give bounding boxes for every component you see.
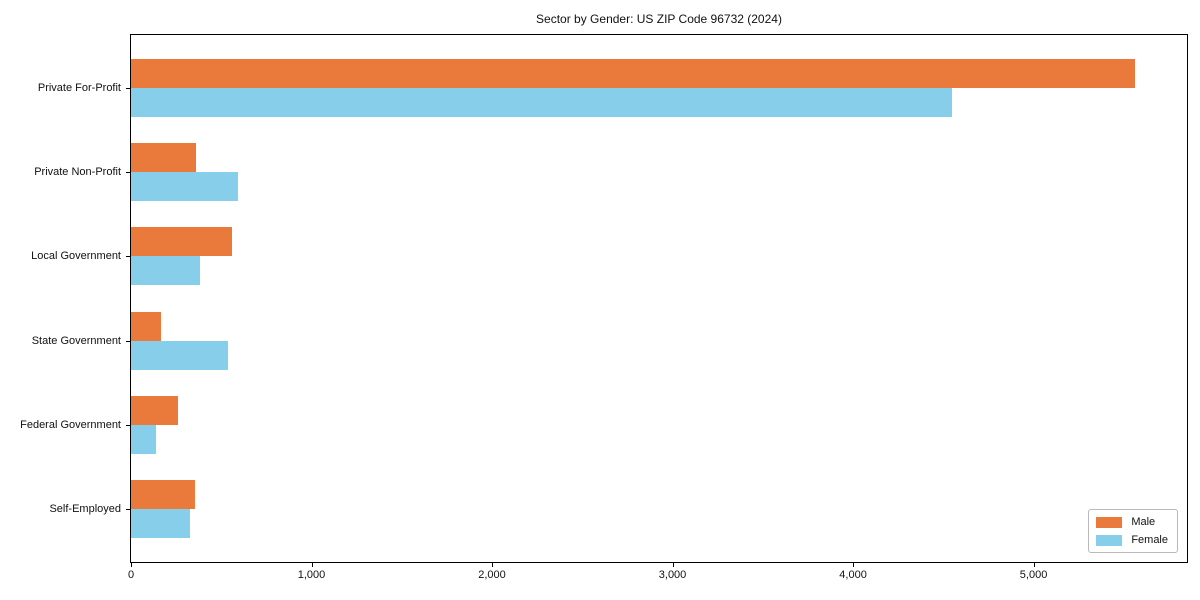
bar-female-state-government [131, 340, 229, 370]
x-tick-mark [853, 563, 855, 567]
x-tick-mark [1033, 563, 1035, 567]
x-tick-label-5000: 5,000 [1019, 569, 1048, 581]
legend-label-female: Female [1131, 534, 1168, 546]
bar-female-federal-government [131, 424, 157, 454]
bar-female-private-non-profit [131, 172, 238, 202]
y-tick-mark [126, 424, 131, 426]
legend-swatch-male [1096, 516, 1123, 528]
bar-male-private-for-profit [131, 59, 1135, 88]
y-axis-label-private-non-profit: Private Non-Profit [34, 166, 121, 179]
y-tick-mark [126, 172, 131, 174]
y-tick-mark [126, 509, 131, 510]
bar-female-private-for-profit [131, 88, 953, 117]
x-tick-mark [672, 563, 674, 567]
x-tick-label-3000: 3,000 [658, 569, 687, 581]
y-tick-mark [126, 340, 131, 342]
y-axis-label-federal-government: Federal Government [20, 418, 121, 431]
bar-male-local-government [131, 227, 233, 257]
legend-label-male: Male [1131, 516, 1156, 528]
bar-male-self-employed [131, 480, 196, 509]
plot-area: Male Female [130, 34, 1188, 563]
bar-male-federal-government [131, 395, 178, 425]
y-axis-label-private-for-profit: Private For-Profit [37, 82, 121, 94]
x-tick-mark [131, 563, 132, 567]
x-tick-mark [311, 563, 313, 567]
y-tick-mark [126, 88, 131, 89]
y-tick-mark [126, 256, 131, 258]
y-axis-label-state-government: State Government [31, 334, 121, 347]
legend-entry-female: Female [1096, 534, 1168, 546]
bar-male-private-non-profit [131, 143, 196, 173]
legend-swatch-female [1096, 534, 1123, 546]
x-tick-label-2000: 2,000 [478, 569, 506, 581]
x-tick-label-4000: 4,000 [839, 569, 867, 581]
bar-female-self-employed [131, 509, 190, 538]
legend-entry-male: Male [1096, 516, 1168, 528]
x-tick-label-1000: 1,000 [297, 569, 326, 581]
x-tick-mark [492, 563, 494, 567]
chart-title: Sector by Gender: US ZIP Code 96732 (202… [536, 12, 782, 26]
y-axis-label-self-employed: Self-Employed [49, 503, 121, 515]
x-tick-label-0: 0 [127, 569, 135, 581]
bar-female-local-government [131, 256, 200, 286]
y-axis-label-local-government: Local Government [31, 250, 121, 263]
legend: Male Female [1088, 509, 1178, 553]
bar-male-state-government [131, 311, 161, 341]
